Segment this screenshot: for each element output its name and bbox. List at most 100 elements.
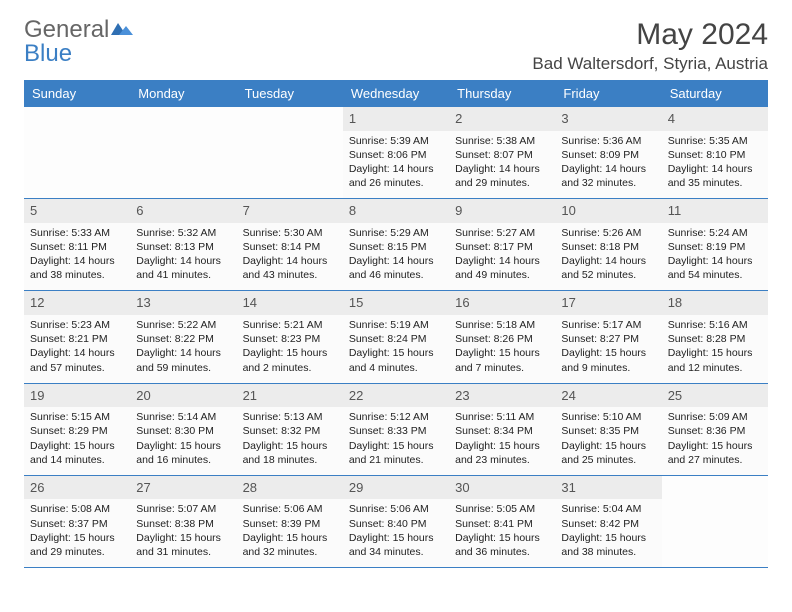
day-info-line: Sunrise: 5:16 AM bbox=[668, 318, 762, 332]
day-info-line: Daylight: 15 hours and 31 minutes. bbox=[136, 531, 230, 559]
day-info-line: Sunset: 8:09 PM bbox=[561, 148, 655, 162]
day-number: 27 bbox=[130, 476, 236, 500]
day-info-line: Daylight: 15 hours and 34 minutes. bbox=[349, 531, 443, 559]
day-info-line: Sunset: 8:11 PM bbox=[30, 240, 124, 254]
calendar-cell: 7Sunrise: 5:30 AMSunset: 8:14 PMDaylight… bbox=[237, 199, 343, 291]
day-info-line: Daylight: 15 hours and 18 minutes. bbox=[243, 439, 337, 467]
day-number: 1 bbox=[343, 107, 449, 131]
day-info-line: Daylight: 15 hours and 27 minutes. bbox=[668, 439, 762, 467]
day-info-line: Sunset: 8:07 PM bbox=[455, 148, 549, 162]
day-info-line: Sunrise: 5:06 AM bbox=[349, 502, 443, 516]
day-info-line: Sunset: 8:17 PM bbox=[455, 240, 549, 254]
calendar-cell: 4Sunrise: 5:35 AMSunset: 8:10 PMDaylight… bbox=[662, 107, 768, 199]
day-info-line: Sunset: 8:15 PM bbox=[349, 240, 443, 254]
day-info-line: Sunrise: 5:13 AM bbox=[243, 410, 337, 424]
day-info-line: Daylight: 14 hours and 46 minutes. bbox=[349, 254, 443, 282]
day-number: 12 bbox=[24, 291, 130, 315]
day-info-line: Sunrise: 5:22 AM bbox=[136, 318, 230, 332]
day-number: 19 bbox=[24, 384, 130, 408]
day-info-line: Sunset: 8:38 PM bbox=[136, 517, 230, 531]
calendar-cell: 8Sunrise: 5:29 AMSunset: 8:15 PMDaylight… bbox=[343, 199, 449, 291]
day-info-line: Sunset: 8:42 PM bbox=[561, 517, 655, 531]
calendar-cell bbox=[24, 107, 130, 199]
day-info-line: Sunrise: 5:18 AM bbox=[455, 318, 549, 332]
day-info-line: Sunrise: 5:06 AM bbox=[243, 502, 337, 516]
day-info-line: Daylight: 15 hours and 14 minutes. bbox=[30, 439, 124, 467]
calendar-cell: 19Sunrise: 5:15 AMSunset: 8:29 PMDayligh… bbox=[24, 383, 130, 475]
day-info-line: Sunrise: 5:09 AM bbox=[668, 410, 762, 424]
calendar-week: 1Sunrise: 5:39 AMSunset: 8:06 PMDaylight… bbox=[24, 107, 768, 199]
day-info-line: Daylight: 14 hours and 41 minutes. bbox=[136, 254, 230, 282]
calendar-cell bbox=[130, 107, 236, 199]
day-number: 11 bbox=[662, 199, 768, 223]
calendar-cell: 18Sunrise: 5:16 AMSunset: 8:28 PMDayligh… bbox=[662, 291, 768, 383]
day-number: 30 bbox=[449, 476, 555, 500]
day-info-line: Sunrise: 5:32 AM bbox=[136, 226, 230, 240]
day-info-line: Sunset: 8:29 PM bbox=[30, 424, 124, 438]
day-info-line: Sunrise: 5:04 AM bbox=[561, 502, 655, 516]
day-info-line: Sunset: 8:14 PM bbox=[243, 240, 337, 254]
day-info-line: Sunrise: 5:24 AM bbox=[668, 226, 762, 240]
calendar-cell: 6Sunrise: 5:32 AMSunset: 8:13 PMDaylight… bbox=[130, 199, 236, 291]
calendar-week: 19Sunrise: 5:15 AMSunset: 8:29 PMDayligh… bbox=[24, 383, 768, 475]
day-info-line: Daylight: 15 hours and 2 minutes. bbox=[243, 346, 337, 374]
day-info-line: Daylight: 14 hours and 32 minutes. bbox=[561, 162, 655, 190]
day-number: 25 bbox=[662, 384, 768, 408]
day-info-line: Daylight: 14 hours and 38 minutes. bbox=[30, 254, 124, 282]
day-info-line: Daylight: 14 hours and 29 minutes. bbox=[455, 162, 549, 190]
calendar-cell: 11Sunrise: 5:24 AMSunset: 8:19 PMDayligh… bbox=[662, 199, 768, 291]
day-info-line: Sunrise: 5:26 AM bbox=[561, 226, 655, 240]
calendar-cell: 27 Sunrise: 5:07 AMSunset: 8:38 PMDayligh… bbox=[130, 475, 236, 567]
day-info-line: Daylight: 15 hours and 36 minutes. bbox=[455, 531, 549, 559]
day-info-line: Sunset: 8:32 PM bbox=[243, 424, 337, 438]
day-info-line: Daylight: 14 hours and 59 minutes. bbox=[136, 346, 230, 374]
calendar-cell: 29Sunrise: 5:06 AMSunset: 8:40 PMDayligh… bbox=[343, 475, 449, 567]
day-info-line: Daylight: 14 hours and 43 minutes. bbox=[243, 254, 337, 282]
day-number: 21 bbox=[237, 384, 343, 408]
day-info-line: Sunrise: 5:10 AM bbox=[561, 410, 655, 424]
day-info-line: Daylight: 14 hours and 26 minutes. bbox=[349, 162, 443, 190]
day-info-line: Sunset: 8:27 PM bbox=[561, 332, 655, 346]
day-info-line: Sunrise: 5:38 AM bbox=[455, 134, 549, 148]
day-info-line: Sunrise: 5:17 AM bbox=[561, 318, 655, 332]
calendar-cell: 17Sunrise: 5:17 AMSunset: 8:27 PMDayligh… bbox=[555, 291, 661, 383]
calendar-cell: 9Sunrise: 5:27 AMSunset: 8:17 PMDaylight… bbox=[449, 199, 555, 291]
calendar-cell: 28Sunrise: 5:06 AMSunset: 8:39 PMDayligh… bbox=[237, 475, 343, 567]
day-info-line: Sunrise: 5:33 AM bbox=[30, 226, 124, 240]
day-number: 13 bbox=[130, 291, 236, 315]
day-info-line: Sunset: 8:30 PM bbox=[136, 424, 230, 438]
day-number: 3 bbox=[555, 107, 661, 131]
calendar-cell: 20Sunrise: 5:14 AMSunset: 8:30 PMDayligh… bbox=[130, 383, 236, 475]
day-info-line: Sunset: 8:19 PM bbox=[668, 240, 762, 254]
day-header: Tuesday bbox=[237, 80, 343, 107]
day-info-line: Sunset: 8:26 PM bbox=[455, 332, 549, 346]
day-info-line: Sunset: 8:28 PM bbox=[668, 332, 762, 346]
calendar-cell: 24Sunrise: 5:10 AMSunset: 8:35 PMDayligh… bbox=[555, 383, 661, 475]
calendar-cell: 13 Sunrise: 5:22 AMSunset: 8:22 PMDayligh… bbox=[130, 291, 236, 383]
day-info-line: Daylight: 15 hours and 23 minutes. bbox=[455, 439, 549, 467]
day-info-line: Sunrise: 5:11 AM bbox=[455, 410, 549, 424]
calendar-cell: 30Sunrise: 5:05 AMSunset: 8:41 PMDayligh… bbox=[449, 475, 555, 567]
month-title: May 2024 bbox=[532, 18, 768, 52]
day-number: 5 bbox=[24, 199, 130, 223]
calendar-week: 5Sunrise: 5:33 AMSunset: 8:11 PMDaylight… bbox=[24, 199, 768, 291]
day-info-line: Sunset: 8:33 PM bbox=[349, 424, 443, 438]
day-info-line: Sunrise: 5:27 AM bbox=[455, 226, 549, 240]
day-info-line: Sunset: 8:41 PM bbox=[455, 517, 549, 531]
day-info-line: Sunrise: 5:07 AM bbox=[136, 502, 230, 516]
calendar-cell: 22Sunrise: 5:12 AMSunset: 8:33 PMDayligh… bbox=[343, 383, 449, 475]
calendar-cell: 2Sunrise: 5:38 AMSunset: 8:07 PMDaylight… bbox=[449, 107, 555, 199]
day-number: 16 bbox=[449, 291, 555, 315]
day-info-line: Sunset: 8:39 PM bbox=[243, 517, 337, 531]
day-info-line: Sunrise: 5:12 AM bbox=[349, 410, 443, 424]
day-info-line: Sunset: 8:24 PM bbox=[349, 332, 443, 346]
day-info-line: Daylight: 15 hours and 7 minutes. bbox=[455, 346, 549, 374]
day-info-line: Sunset: 8:22 PM bbox=[136, 332, 230, 346]
day-info-line: Sunset: 8:23 PM bbox=[243, 332, 337, 346]
calendar-cell: 10Sunrise: 5:26 AMSunset: 8:18 PMDayligh… bbox=[555, 199, 661, 291]
day-info-line: Daylight: 14 hours and 49 minutes. bbox=[455, 254, 549, 282]
calendar-cell bbox=[662, 475, 768, 567]
day-info-line: Sunrise: 5:21 AM bbox=[243, 318, 337, 332]
day-info-line: Sunset: 8:40 PM bbox=[349, 517, 443, 531]
day-info-line: Daylight: 15 hours and 16 minutes. bbox=[136, 439, 230, 467]
